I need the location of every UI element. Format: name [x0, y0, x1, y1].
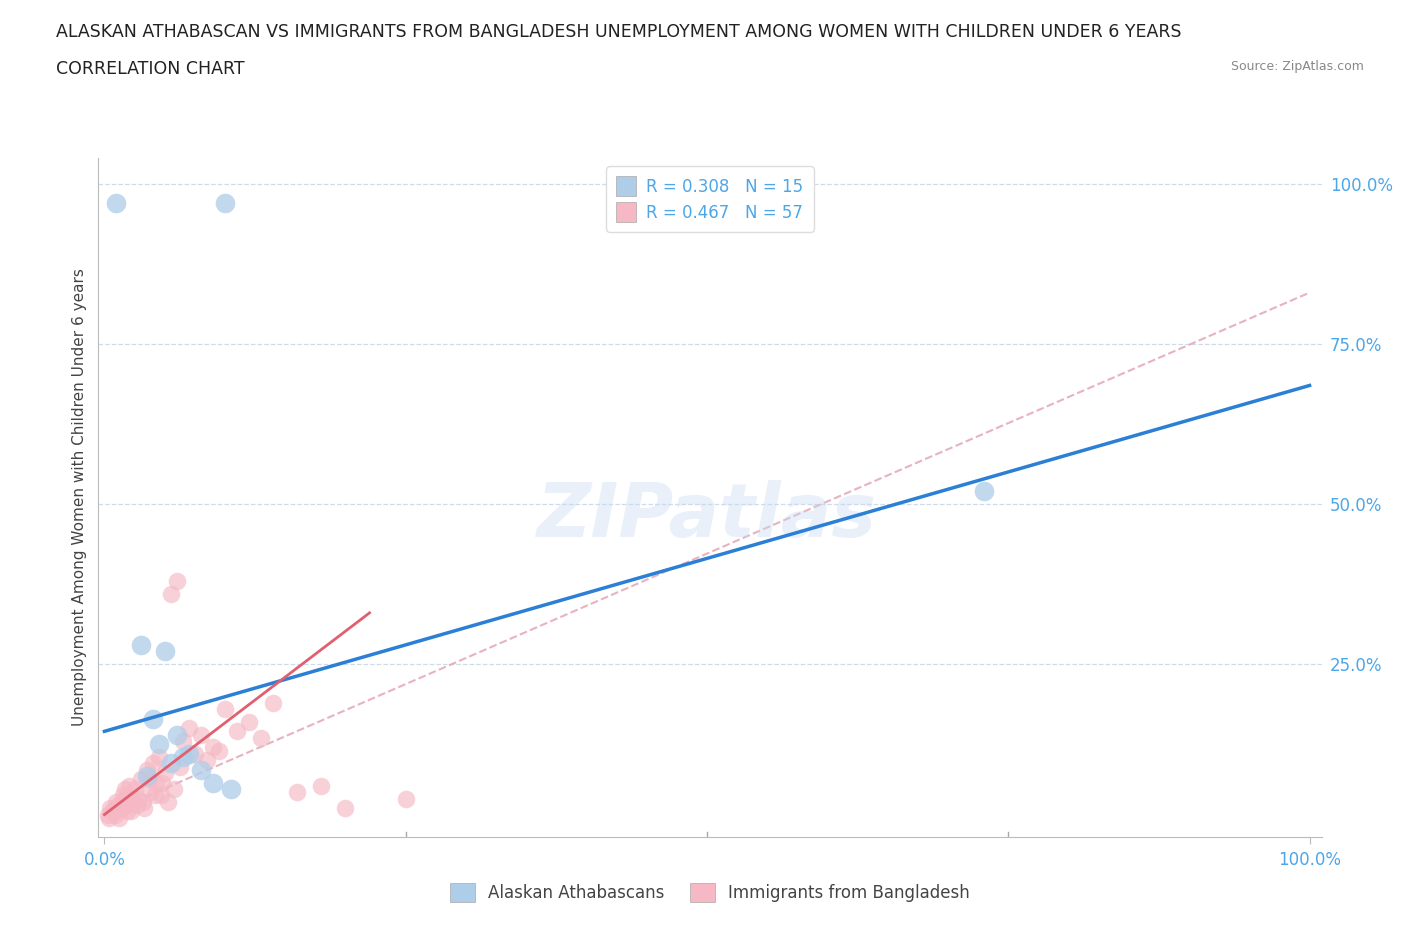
- Point: [148, 750, 170, 764]
- Point: [127, 791, 149, 806]
- Point: [105, 195, 128, 210]
- Point: [143, 788, 166, 803]
- Point: [169, 759, 191, 774]
- Point: [190, 763, 212, 777]
- Point: [208, 743, 231, 758]
- Point: [148, 737, 170, 751]
- Point: [172, 734, 194, 749]
- Point: [103, 804, 125, 818]
- Point: [395, 791, 418, 806]
- Point: [226, 724, 249, 738]
- Text: Source: ZipAtlas.com: Source: ZipAtlas.com: [1230, 60, 1364, 73]
- Point: [184, 746, 207, 761]
- Point: [195, 752, 218, 767]
- Point: [214, 195, 236, 210]
- Point: [262, 695, 284, 710]
- Point: [101, 804, 124, 818]
- Point: [166, 727, 188, 742]
- Point: [163, 781, 186, 796]
- Point: [100, 804, 122, 818]
- Point: [105, 794, 128, 809]
- Point: [98, 810, 121, 825]
- Point: [973, 484, 995, 498]
- Point: [172, 750, 194, 764]
- Point: [115, 798, 138, 813]
- Point: [335, 801, 357, 816]
- Point: [108, 810, 131, 825]
- Point: [135, 763, 157, 777]
- Point: [153, 765, 176, 780]
- Legend: Alaskan Athabascans, Immigrants from Bangladesh: Alaskan Athabascans, Immigrants from Ban…: [441, 874, 979, 910]
- Point: [134, 801, 156, 816]
- Point: [114, 781, 136, 796]
- Point: [177, 746, 200, 761]
- Point: [120, 804, 142, 818]
- Point: [190, 727, 212, 742]
- Point: [219, 781, 242, 796]
- Point: [107, 798, 129, 813]
- Point: [111, 788, 134, 803]
- Point: [121, 791, 143, 806]
- Point: [124, 781, 146, 796]
- Point: [201, 740, 224, 755]
- Text: ALASKAN ATHABASCAN VS IMMIGRANTS FROM BANGLADESH UNEMPLOYMENT AMONG WOMEN WITH C: ALASKAN ATHABASCAN VS IMMIGRANTS FROM BA…: [56, 23, 1181, 41]
- Y-axis label: Unemployment Among Women with Children Under 6 years: Unemployment Among Women with Children U…: [72, 269, 87, 726]
- Point: [285, 785, 308, 800]
- Text: ZIPatlas: ZIPatlas: [537, 480, 877, 553]
- Point: [132, 794, 155, 809]
- Point: [145, 775, 167, 790]
- Point: [110, 801, 132, 816]
- Point: [100, 801, 122, 816]
- Point: [108, 798, 131, 813]
- Point: [238, 714, 260, 729]
- Point: [117, 804, 139, 818]
- Point: [157, 794, 180, 809]
- Point: [311, 778, 333, 793]
- Point: [139, 785, 162, 800]
- Point: [159, 586, 181, 601]
- Point: [153, 644, 176, 658]
- Point: [104, 807, 127, 822]
- Point: [129, 772, 152, 787]
- Point: [250, 730, 273, 745]
- Point: [150, 775, 173, 790]
- Point: [125, 798, 148, 813]
- Point: [150, 788, 173, 803]
- Point: [166, 574, 188, 589]
- Point: [214, 701, 236, 716]
- Text: CORRELATION CHART: CORRELATION CHART: [56, 60, 245, 78]
- Point: [112, 791, 135, 806]
- Point: [97, 807, 120, 822]
- Point: [201, 775, 224, 790]
- Point: [159, 756, 181, 771]
- Point: [138, 772, 160, 787]
- Point: [142, 756, 165, 771]
- Point: [177, 721, 200, 736]
- Point: [142, 711, 165, 726]
- Point: [135, 769, 157, 784]
- Point: [129, 637, 152, 652]
- Point: [117, 778, 139, 793]
